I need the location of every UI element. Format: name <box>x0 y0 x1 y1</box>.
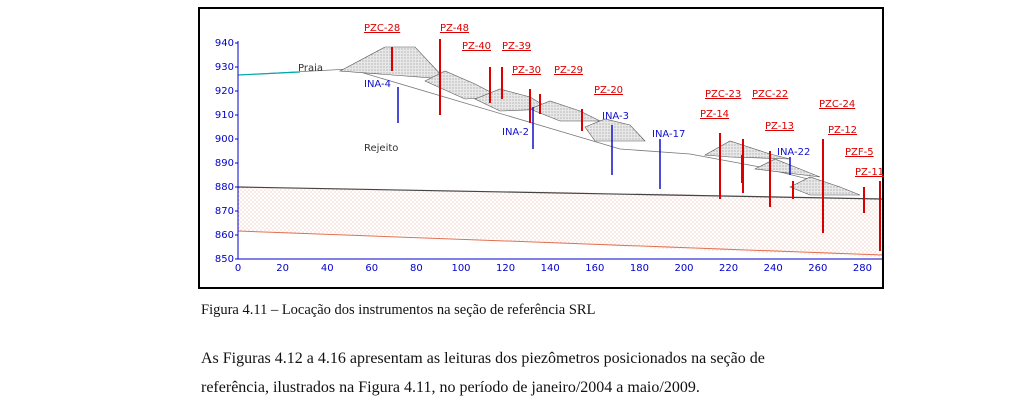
praia-line <box>237 71 301 76</box>
label-ina-4: INA-4 <box>364 79 391 90</box>
label-pzc-24: PZC-24 <box>819 99 855 110</box>
y-tick-label: 930 <box>215 62 234 73</box>
x-tick-label: 200 <box>674 263 693 274</box>
rejeito-label: Rejeito <box>364 143 398 154</box>
label-ina-2: INA-2 <box>502 127 529 138</box>
label-pz-39: PZ-39 <box>502 41 531 52</box>
y-tick-label: 920 <box>215 86 234 97</box>
figure-caption: Figura 4.11 – Locação dos instrumentos n… <box>201 302 596 318</box>
label-pz-40: PZ-40 <box>462 41 491 52</box>
label-ina-17: INA-17 <box>652 129 685 140</box>
y-tick-label: 890 <box>215 158 234 169</box>
y-tick-label: 850 <box>215 254 234 265</box>
label-pz-12: PZ-12 <box>828 125 857 136</box>
label-pz-29: PZ-29 <box>554 65 583 76</box>
label-pz-11: PZ-11 <box>855 167 884 178</box>
label-ina-22: INA-22 <box>777 147 810 158</box>
x-tick-label: 160 <box>585 263 604 274</box>
x-tick-label: 20 <box>276 263 289 274</box>
y-tick-label: 910 <box>215 110 234 121</box>
x-tick-label: 140 <box>541 263 560 274</box>
x-tick-label: 180 <box>630 263 649 274</box>
label-pzc-23: PZC-23 <box>705 89 741 100</box>
label-pz-14: PZ-14 <box>700 109 729 120</box>
x-tick-label: 100 <box>451 263 470 274</box>
x-tick-label: 60 <box>365 263 378 274</box>
paragraph-line-1: As Figuras 4.12 a 4.16 apresentam as lei… <box>201 350 765 367</box>
x-tick-label: 120 <box>496 263 515 274</box>
x-tick-label: 280 <box>853 263 872 274</box>
foundation-layer <box>238 187 882 257</box>
label-pz-48: PZ-48 <box>440 23 469 34</box>
praia-label: Praia <box>298 63 323 74</box>
label-pzf-5: PZF-5 <box>845 147 874 158</box>
x-tick-label: 0 <box>235 263 241 274</box>
blue-instruments <box>397 87 791 189</box>
x-tick-label: 80 <box>410 263 423 274</box>
label-pz-13: PZ-13 <box>765 121 794 132</box>
red-instruments <box>391 39 881 251</box>
label-pzc-28: PZC-28 <box>364 23 400 34</box>
x-tick-label: 240 <box>764 263 783 274</box>
label-pz-30: PZ-30 <box>512 65 541 76</box>
x-tick-label: 40 <box>321 263 334 274</box>
label-pz-20: PZ-20 <box>594 85 623 96</box>
cross-section-figure: 940 930 920 910 900 890 880 870 860 850 0 20 40 60 80… <box>198 7 884 289</box>
paragraph-line-2: referência, ilustrados na Figura 4.11, n… <box>201 379 700 396</box>
y-tick-label: 860 <box>215 230 234 241</box>
y-tick-label: 880 <box>215 182 234 193</box>
y-tick-label: 870 <box>215 206 234 217</box>
label-ina-3: INA-3 <box>602 111 629 122</box>
label-pzc-22: PZC-22 <box>752 89 788 100</box>
tailings-surface <box>237 68 841 188</box>
instrument-labels: PZC-28 PZ-48 PZ-40 PZ-39 PZ-30 PZ-29 PZ-… <box>364 23 884 178</box>
x-tick-label: 220 <box>719 263 738 274</box>
section-drawing: 940 930 920 910 900 890 880 870 860 850 0 20 40 60 80… <box>215 23 884 274</box>
tailings-base-line <box>237 186 883 200</box>
y-tick-label: 900 <box>215 134 234 145</box>
y-tick-label: 940 <box>215 38 234 49</box>
x-tick-label: 260 <box>808 263 827 274</box>
red-base-line <box>237 230 883 256</box>
